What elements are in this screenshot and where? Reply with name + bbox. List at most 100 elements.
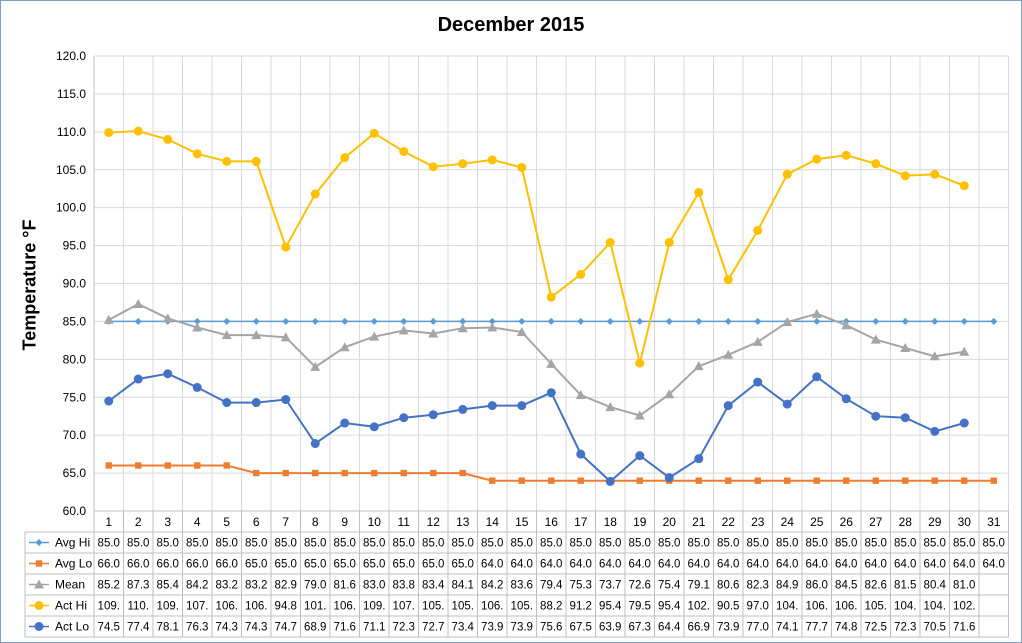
data-point (664, 238, 674, 248)
data-label: 83.2 (216, 580, 238, 592)
data-point (489, 477, 496, 484)
data-label: 66.9 (688, 622, 710, 634)
data-label: 64.0 (953, 559, 975, 571)
data-point (458, 159, 468, 169)
data-label: 66.0 (216, 559, 238, 571)
data-point (546, 292, 556, 302)
data-point (312, 469, 319, 477)
x-tick-label: 20 (663, 515, 677, 529)
data-label: 85.0 (393, 538, 415, 550)
data-label: 86.0 (806, 580, 828, 592)
data-point (517, 162, 527, 172)
data-label: 73.9 (481, 622, 503, 634)
data-point (753, 377, 763, 387)
data-point (399, 413, 409, 423)
data-label: 76.3 (186, 622, 208, 634)
data-point (931, 317, 939, 325)
data-point (222, 398, 232, 408)
x-tick-label: 19 (633, 515, 647, 529)
data-point (872, 317, 880, 325)
data-point (576, 269, 586, 279)
data-point (784, 477, 791, 484)
data-label: 75.3 (570, 580, 592, 592)
x-tick-label: 18 (604, 515, 618, 529)
data-point (310, 189, 320, 199)
data-point (843, 477, 850, 484)
data-label: 64.0 (924, 559, 946, 571)
x-tick-label: 27 (869, 515, 883, 529)
data-label: 64.0 (599, 559, 621, 571)
data-label: 101. (304, 601, 326, 613)
data-point (222, 156, 232, 166)
data-point (812, 154, 822, 164)
data-point (723, 349, 734, 359)
data-label: 85.0 (776, 538, 798, 550)
data-point (341, 469, 348, 477)
data-point (428, 328, 439, 338)
data-label: 104. (776, 601, 798, 613)
y-tick-label: 105.0 (56, 163, 86, 177)
series-line (108, 372, 965, 483)
legend-key-marker (35, 539, 43, 546)
data-point (577, 317, 585, 325)
data-label: 83.4 (422, 580, 445, 592)
data-label: 73.4 (452, 622, 475, 634)
data-label: 85.0 (98, 538, 120, 550)
data-label: 64.0 (511, 559, 533, 571)
data-label: 83.2 (245, 580, 267, 592)
data-point (695, 477, 702, 484)
data-label: 85.0 (216, 538, 238, 550)
data-label: 65.0 (304, 559, 326, 571)
data-label: 63.9 (599, 622, 621, 634)
data-table: 1 2 3 4 5 6 7 8 9 10 11 12 13 14 15 16 17 18 19 20 21 22 23 24 2… (24, 510, 1009, 638)
data-label: 64.0 (688, 559, 710, 571)
data-label: 84.1 (452, 580, 474, 592)
x-tick-label: 4 (194, 515, 201, 529)
data-label: 64.0 (835, 559, 857, 571)
data-point (664, 473, 674, 483)
data-point (192, 382, 202, 392)
legend-key-marker (34, 579, 44, 589)
data-label: 85.0 (157, 538, 179, 550)
data-label: 87.3 (127, 580, 149, 592)
x-tick-label: 25 (810, 515, 824, 529)
x-tick-label: 8 (312, 515, 319, 529)
data-point (282, 317, 290, 325)
data-label: 64.0 (894, 559, 916, 571)
data-label: 85.0 (688, 538, 710, 550)
data-point (723, 401, 733, 411)
data-label: 82.3 (747, 580, 769, 592)
data-label: 74.1 (776, 622, 798, 634)
data-label: 77.0 (747, 622, 769, 634)
data-label: 65.0 (452, 559, 474, 571)
data-label: 65.0 (422, 559, 444, 571)
data-point (459, 469, 466, 477)
data-point (398, 325, 409, 335)
x-tick-label: 31 (987, 515, 1001, 529)
data-label: 85.0 (570, 538, 592, 550)
data-point (340, 418, 350, 428)
data-label: 81.0 (953, 580, 975, 592)
legend-key-marker (34, 622, 44, 631)
data-point (369, 422, 379, 432)
data-label: 79.5 (629, 601, 651, 613)
y-tick-label: 120.0 (56, 49, 86, 63)
data-point (193, 317, 201, 325)
chart-title: December 2015 (437, 14, 585, 36)
data-label: 65.0 (245, 559, 267, 571)
data-point (253, 469, 260, 477)
data-label: 106. (481, 601, 503, 613)
data-label: 109. (157, 601, 179, 613)
data-label: 104. (894, 601, 916, 613)
data-label: 95.4 (658, 601, 681, 613)
data-point (961, 477, 968, 484)
data-label: 85.0 (806, 538, 828, 550)
data-point (901, 317, 909, 325)
data-label: 66.0 (157, 559, 179, 571)
legend-entry: Avg Lo (55, 557, 92, 571)
data-label: 78.1 (157, 622, 179, 634)
data-label: 85.4 (157, 580, 180, 592)
data-point (163, 369, 173, 379)
data-label: 79.1 (688, 580, 710, 592)
